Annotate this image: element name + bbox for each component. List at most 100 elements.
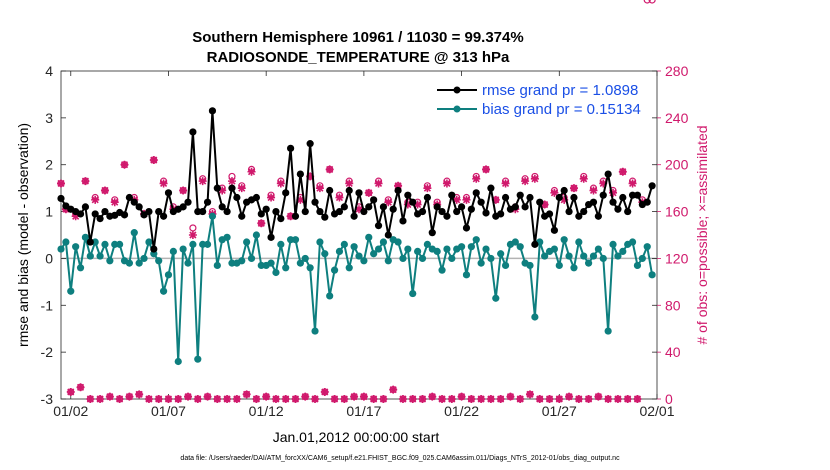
rmse-point [86, 238, 94, 246]
rmse-point [448, 191, 456, 199]
y-axis-left-ticks: -3 -2 -1 0 1 2 3 4 [41, 63, 657, 407]
assimilated-obs-point [574, 395, 583, 403]
assimilated-obs-point [477, 395, 486, 403]
possible-obs-point [189, 224, 197, 232]
assimilated-obs-point [530, 174, 539, 183]
bias-point [140, 254, 148, 263]
rmse-point [277, 215, 285, 223]
bias-point [247, 254, 256, 263]
rmse-point [599, 191, 607, 199]
assimilated-obs-point [579, 174, 588, 183]
assimilated-obs-point [115, 395, 124, 403]
bias-point [189, 240, 197, 248]
assimilated-obs-point [276, 179, 285, 188]
assimilated-obs-point [594, 392, 603, 401]
assimilated-obs-point [71, 212, 80, 221]
bias-point [159, 287, 168, 295]
x-tick-label: 01/02 [53, 403, 88, 419]
assimilated-obs-point [442, 179, 451, 188]
assimilated-obs-point [462, 195, 471, 204]
y-right-tick-label: 40 [665, 344, 681, 360]
assimilated-obs-point [154, 395, 163, 403]
assimilated-obs-point [120, 160, 129, 169]
bias-point [340, 240, 348, 248]
legend-rmse-label: rmse grand pr = 1.0898 [482, 82, 638, 99]
x-tick-label: 02/01 [639, 403, 674, 419]
rmse-point [443, 212, 451, 220]
assimilated-obs-point [76, 383, 85, 392]
bias-point [565, 252, 573, 260]
y-right-tick-label: 0 [665, 391, 673, 407]
bias-point [492, 294, 500, 302]
bias-point [365, 233, 373, 241]
assimilated-obs-point [247, 167, 256, 176]
bias-point [81, 233, 90, 241]
bias-point [448, 254, 456, 263]
x-axis-label: Jan.01,2012 00:00:00 start [273, 429, 440, 445]
assimilated-obs-point [66, 387, 75, 396]
assimilated-obs-point [218, 186, 227, 195]
bias-point [541, 252, 549, 260]
assimilated-obs-point [408, 395, 417, 403]
bias-point [443, 245, 451, 253]
assimilated-obs-point [413, 200, 422, 209]
y-right-tick-label: 240 [665, 110, 689, 126]
rmse-point [326, 186, 334, 195]
x-tick-label: 01/17 [346, 403, 381, 419]
bias-point [418, 254, 427, 263]
bias-point [633, 261, 642, 270]
chart-subtitle: RADIOSONDE_TEMPERATURE @ 313 hPa [207, 49, 510, 66]
assimilated-obs-point [252, 395, 261, 403]
assimilated-obs-point [81, 177, 90, 186]
rmse-point [365, 203, 373, 211]
rmse-point [130, 198, 138, 206]
bias-point [243, 238, 251, 246]
rmse-point [296, 170, 304, 178]
bias-point [467, 243, 475, 251]
bias-point [604, 327, 612, 335]
rmse-point [311, 198, 319, 206]
rmse-point [345, 186, 353, 195]
bias-series [57, 212, 656, 366]
assimilated-obs-point [618, 167, 627, 176]
bias-point [575, 238, 583, 246]
bias-point [379, 238, 388, 246]
rmse-point [76, 210, 85, 218]
x-tick-label: 01/12 [249, 403, 284, 419]
bias-point [296, 259, 304, 267]
rmse-point [370, 196, 378, 204]
rmse-point [252, 193, 261, 202]
bias-point [589, 252, 598, 260]
rmse-point [389, 205, 397, 213]
bias-point [306, 264, 314, 272]
assimilated-obs-point [457, 392, 466, 401]
assimilated-obs-point [232, 395, 241, 403]
bias-point [76, 264, 85, 272]
assimilated-obs-point [560, 195, 569, 204]
assimilated-obs-point [452, 195, 461, 204]
assimilated-obs-point [96, 395, 105, 403]
rmse-point [609, 198, 617, 206]
rmse-point [120, 211, 129, 219]
rmse-point [355, 189, 363, 197]
rmse-point [487, 184, 495, 192]
assimilated-obs-point [516, 395, 525, 403]
bias-point [72, 243, 80, 251]
bias-point [643, 243, 651, 251]
bias-point [555, 261, 563, 270]
rmse-point [208, 107, 217, 115]
bias-point [531, 313, 539, 321]
assimilated-obs-point [374, 179, 383, 188]
assimilated-obs-point [105, 392, 114, 401]
legend-rmse-marker [453, 86, 461, 94]
bias-point [316, 238, 324, 246]
rmse-point [335, 207, 344, 216]
rmse-point [545, 210, 554, 218]
y-right-tick-label: 80 [665, 297, 681, 313]
bias-point [57, 245, 65, 253]
rmse-point [648, 182, 656, 190]
legend: rmse grand pr = 1.0898 bias grand pr = 0… [434, 77, 652, 121]
chart-title: Southern Hemisphere 10961 / 11030 = 99.3… [192, 29, 523, 46]
bias-point [374, 245, 383, 253]
bias-point [648, 271, 656, 279]
